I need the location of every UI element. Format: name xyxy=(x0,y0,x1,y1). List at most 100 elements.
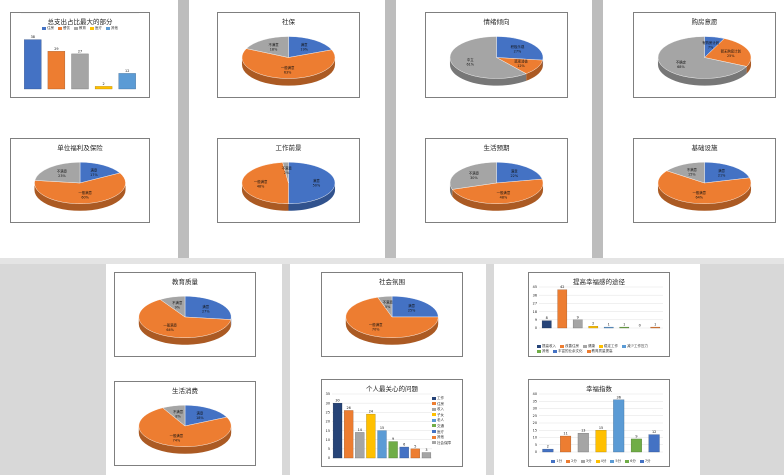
legend-label: 教育质量提高 xyxy=(591,349,613,353)
pie-label: 一般满意 xyxy=(254,179,268,184)
legend-swatch xyxy=(432,441,436,445)
bar-value: 9 xyxy=(635,434,637,438)
pie-label: 满意 xyxy=(196,410,203,415)
pie-label: 不满意 xyxy=(172,300,183,305)
bar-1 xyxy=(542,448,554,453)
pie-slice-一般满意 xyxy=(451,178,544,204)
bar-1 xyxy=(332,402,343,459)
chart-social-security[interactable]: 社保 满意 19% 一般满意 63% 不满意 18% xyxy=(217,12,360,98)
bar-value: 12 xyxy=(125,69,129,73)
legend-label: 住房 xyxy=(437,401,444,406)
pie-value: 25% xyxy=(408,309,416,313)
pie-label: 不满意 xyxy=(687,167,698,172)
legend-label: 3分 xyxy=(585,459,592,463)
chart-title: 教育质量 xyxy=(172,278,198,286)
bar-5 xyxy=(118,73,136,90)
chart-job-outlook[interactable]: 工作前景 满意 50% 一般满意 48% 不满意 2% xyxy=(217,138,360,223)
tick-label: 30 xyxy=(533,407,537,411)
bar-5 xyxy=(377,430,387,459)
chart-consumption[interactable]: 生活消费 满意 18% 一般满意 74% 不满意 8% xyxy=(114,381,256,466)
legend-label: 子女 xyxy=(437,412,444,417)
pie-label: 一般满意 xyxy=(281,65,295,70)
bar-value: 5 xyxy=(414,444,416,448)
bar-8 xyxy=(410,448,420,459)
pie-slice-不满意 xyxy=(449,162,497,190)
pie-slice-满意 xyxy=(79,162,121,184)
bar-2 xyxy=(344,410,354,459)
bar-value: 26 xyxy=(347,406,351,410)
pie-label: 中立 xyxy=(467,57,474,62)
tick-label: 0 xyxy=(535,450,537,454)
bar-4 xyxy=(94,86,113,90)
legend-label: 收入 xyxy=(437,407,444,412)
chart-happiness-index[interactable]: 幸福指数 0 5 10 15 20 25 30 35 40 2 11 13 15 36 9 12 1分 2分 3分 4… xyxy=(528,379,670,467)
legend-swatch xyxy=(432,402,436,406)
legend-swatch xyxy=(566,459,571,463)
legend-item: 其他 xyxy=(432,435,456,441)
legend-item: 餐饮 xyxy=(58,26,70,31)
tick-label: 0 xyxy=(328,456,330,460)
chart-welfare-insurance[interactable]: 单位福利及保险 满意 17% 一般满意 60% 不满意 23% xyxy=(10,138,150,223)
pie-slice-不满意 xyxy=(162,405,186,427)
pie-slice-一般满意 xyxy=(345,297,439,338)
chart-infrastructure[interactable]: 基础设施 满意 21% 一般满意 64% 不满意 15% xyxy=(633,138,776,223)
chart-personal-concerns[interactable]: 个人最关心的问题 0 5 10 15 20 25 30 35 30 26 14 24 15 9 6 5 3 工作住… xyxy=(321,379,463,467)
pie-label: 一般满意 xyxy=(170,433,184,438)
legend-swatch xyxy=(625,459,630,463)
bar-value: 3 xyxy=(425,448,427,452)
legend-item: 教育质量提高 xyxy=(586,349,613,354)
pie-side-满意 xyxy=(288,182,336,211)
legend-item: 住房 xyxy=(42,26,54,31)
chart-house-purchase[interactable]: 购房意愿 有购房计划 7% 暂无购房计划 25% 不确定 68% xyxy=(633,12,776,98)
pie-slice-积极乐观 xyxy=(496,36,544,61)
pie-value: 7% xyxy=(708,46,714,50)
bar-value: 9 xyxy=(392,437,394,441)
tick-label: 10 xyxy=(533,436,537,440)
bar-2 xyxy=(560,435,572,453)
legend-swatch xyxy=(537,344,541,348)
legend-item: 工作 xyxy=(432,396,456,402)
tick-label: 40 xyxy=(533,392,537,396)
pie-label: 一般满意 xyxy=(692,190,706,195)
pie-label: 满意 xyxy=(718,168,725,173)
legend-label: 工作 xyxy=(437,396,444,400)
legend-item: 收入 xyxy=(432,407,456,413)
chart-emotion[interactable]: 情绪倾向 积极乐观 27% 悲观消极 12% 中立 61% xyxy=(425,12,568,98)
bar-value: 12 xyxy=(652,430,656,434)
legend-swatch xyxy=(553,349,557,353)
pie-label: 不满意 xyxy=(469,171,480,176)
legend-label: 老人 xyxy=(437,418,444,423)
tick-label: 20 xyxy=(326,420,330,424)
bar-3 xyxy=(71,53,89,90)
pie-value: 5% xyxy=(385,305,391,309)
bar-8 xyxy=(650,326,661,329)
pie-label: 一般满意 xyxy=(369,322,383,327)
chart-social-atmosphere[interactable]: 社会氛围 满意 25% 一般满意 70% 不满意 5% xyxy=(321,272,463,357)
bar-value: 27 xyxy=(78,49,82,53)
pie-label: 一般满意 xyxy=(78,190,92,195)
legend-swatch xyxy=(42,26,46,30)
pie-label: 满意 xyxy=(408,303,415,308)
chart-happiness-ways[interactable]: 提高幸福感的途径 0 9 18 27 36 45 8 42 9 2 1 1 0 1 提高收入 改善住房 健康 稳定… xyxy=(528,272,670,357)
bar-1 xyxy=(541,320,552,329)
pie-side-一般满意 xyxy=(34,182,126,211)
bar-svg: 0 9 18 27 36 45 8 42 9 2 1 1 0 1 xyxy=(533,285,663,330)
legend-swatch xyxy=(610,459,615,463)
pie-side-一般满意 xyxy=(138,316,231,345)
pie-value: 12% xyxy=(517,64,525,68)
bar-9 xyxy=(421,452,432,459)
legend-label: 餐饮 xyxy=(63,26,70,30)
chart-education-quality[interactable]: 教育质量 满意 27% 一般满意 64% 不满意 9% xyxy=(114,272,256,357)
chart-expense-share[interactable]: 总支出占比最大的部分 38 29 27 2 12 住房 餐饮 教育 医疗 其他 xyxy=(10,12,150,98)
tick-label: 30 xyxy=(326,401,330,405)
bar-svg: 38 29 27 2 12 xyxy=(21,13,139,90)
chart-life-expectation[interactable]: 生活预期 满意 22% 一般满意 48% 不满意 30% xyxy=(425,138,568,223)
pie-slice-一般满意 xyxy=(138,299,232,338)
legend-item: 其他 xyxy=(106,26,118,31)
pie-slice-中立 xyxy=(449,36,527,79)
bar-value: 13 xyxy=(581,429,585,433)
pie-side-悲观消极 xyxy=(526,60,543,81)
bar-value: 8 xyxy=(546,316,548,320)
